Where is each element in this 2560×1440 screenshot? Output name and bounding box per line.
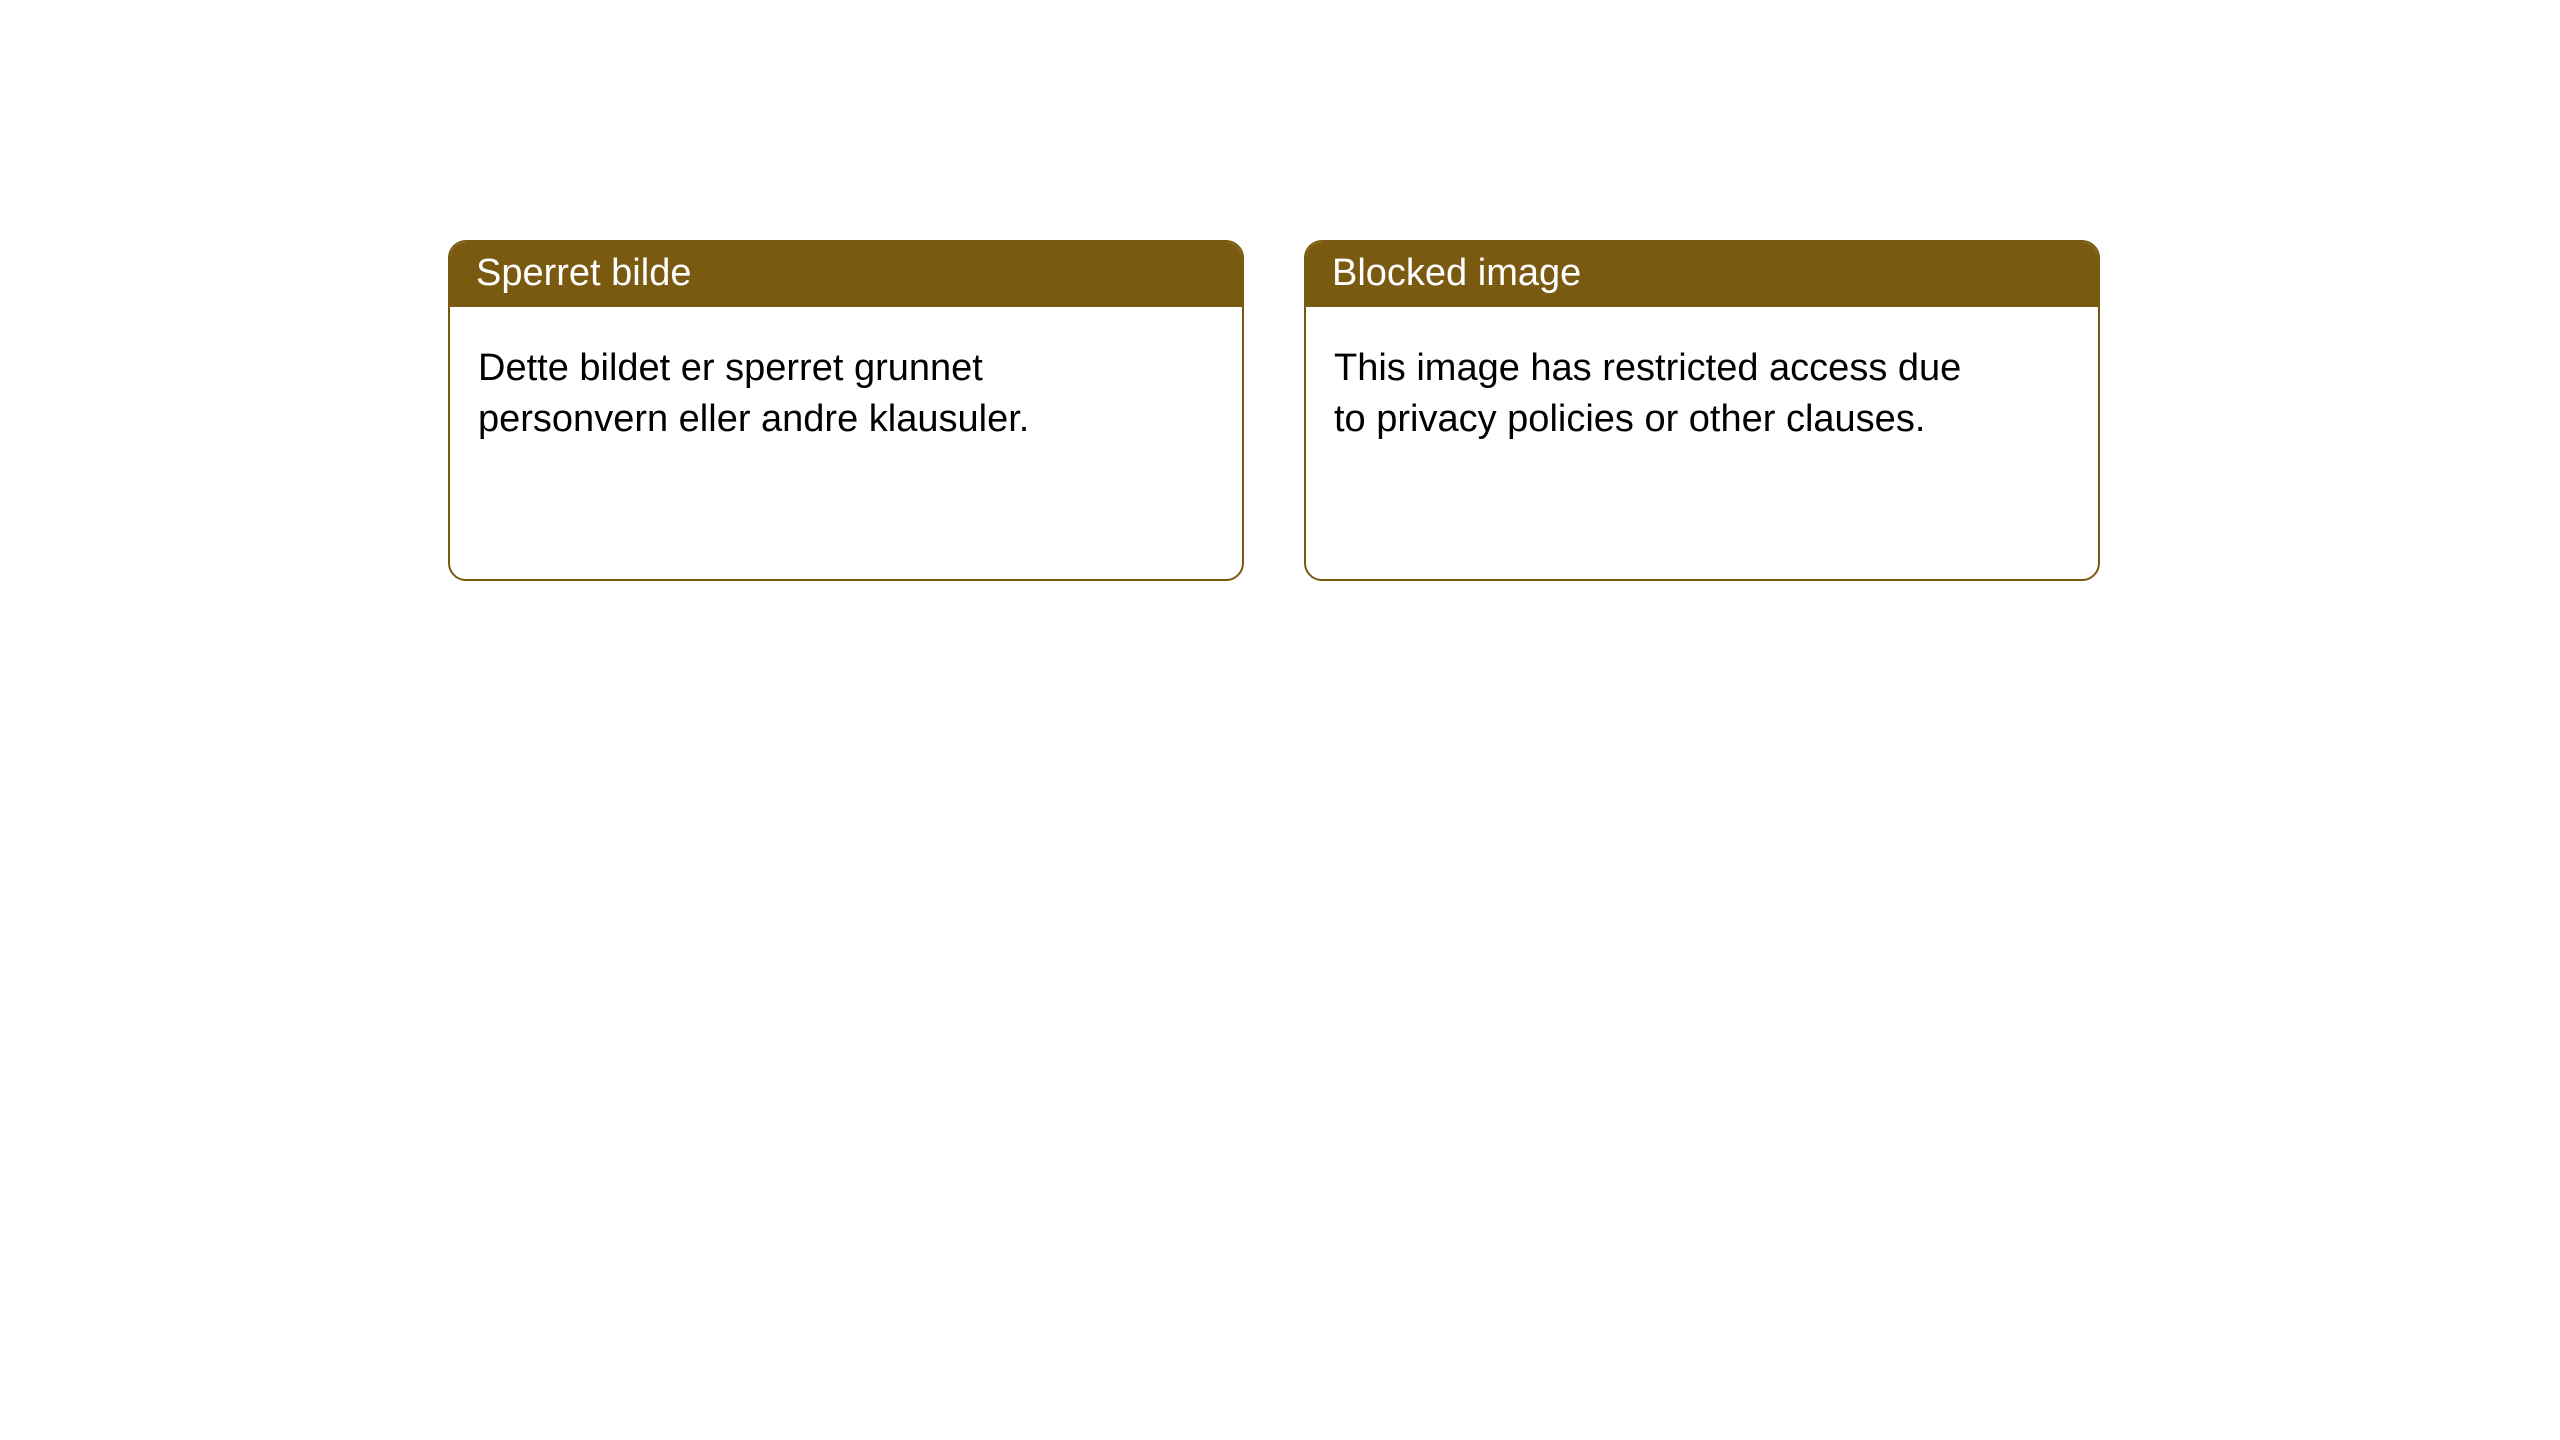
- notice-body-no: Dette bildet er sperret grunnet personve…: [450, 307, 1242, 579]
- notice-header-no: Sperret bilde: [450, 242, 1242, 307]
- notice-title-en: Blocked image: [1332, 252, 1581, 294]
- notice-text-no: Dette bildet er sperret grunnet personve…: [478, 343, 1118, 446]
- notice-title-no: Sperret bilde: [476, 252, 691, 294]
- notice-card-en: Blocked image This image has restricted …: [1304, 240, 2100, 581]
- notice-card-no: Sperret bilde Dette bildet er sperret gr…: [448, 240, 1244, 581]
- notice-text-en: This image has restricted access due to …: [1334, 343, 1974, 446]
- notice-body-en: This image has restricted access due to …: [1306, 307, 2098, 579]
- notice-container: Sperret bilde Dette bildet er sperret gr…: [0, 0, 2560, 581]
- notice-header-en: Blocked image: [1306, 242, 2098, 307]
